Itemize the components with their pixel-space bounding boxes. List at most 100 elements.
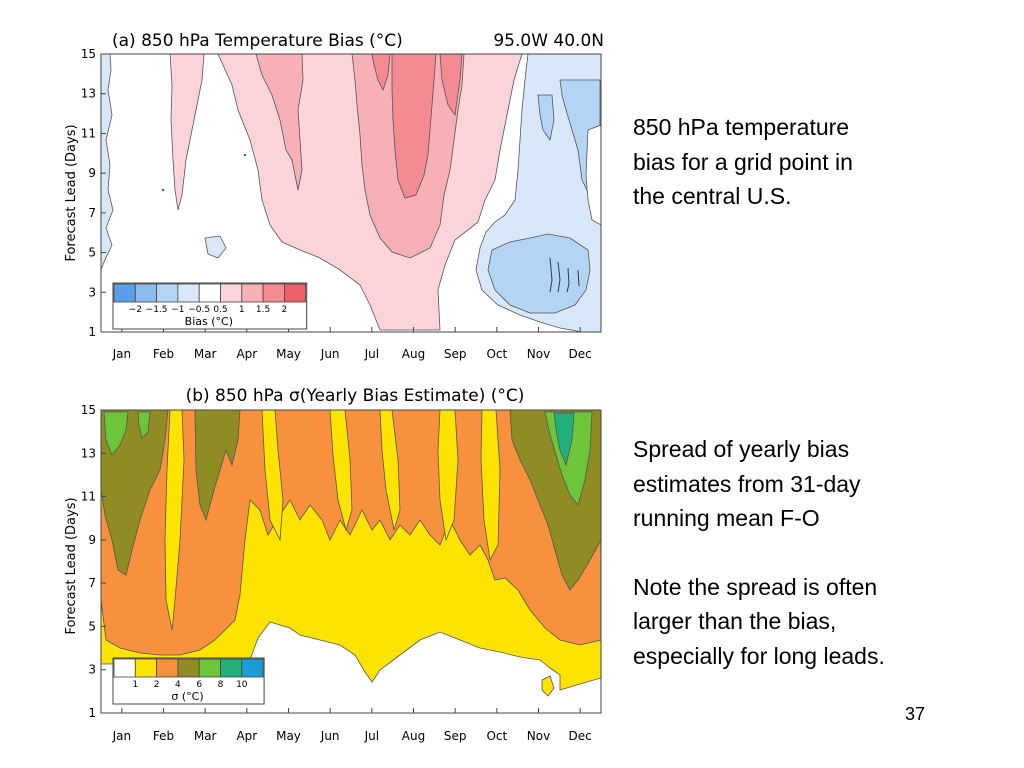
panel-a: (a) 850 hPa Temperature Bias (°C) 95.0W … xyxy=(64,31,604,361)
x-tick-label: Jan xyxy=(112,347,132,361)
legend-label: 4 xyxy=(175,680,181,690)
x-tick-label: Jul xyxy=(364,347,379,361)
y-tick-label: 13 xyxy=(81,87,96,101)
note-spread-description: Spread of yearly bias estimates from 31-… xyxy=(633,432,1013,673)
note-spread-text: Spread of yearly bias estimates from 31-… xyxy=(633,436,861,531)
x-tick-label: May xyxy=(276,347,301,361)
panel-b-frame xyxy=(100,409,602,714)
legend-label: −0.5 xyxy=(188,305,210,315)
x-tick-label: Aug xyxy=(402,347,425,361)
x-tick-label: Feb xyxy=(153,347,174,361)
legend-label: 2 xyxy=(282,305,288,315)
y-tick-label: 3 xyxy=(88,285,96,299)
panel-a-contours xyxy=(100,53,602,333)
y-tick-label: 11 xyxy=(81,126,96,140)
contour-sigma-olive xyxy=(194,409,241,522)
legend-label: 1 xyxy=(132,680,138,690)
panel-a-ylabel: Forecast Lead (Days) xyxy=(64,124,79,261)
contour-neg-1 xyxy=(487,233,591,314)
y-tick-label: 11 xyxy=(81,490,96,504)
x-tick-label: Mar xyxy=(194,729,217,743)
x-tick-label: Jan xyxy=(112,729,132,743)
legend-label: 0.5 xyxy=(213,305,227,315)
x-tick-label: Nov xyxy=(527,729,550,743)
x-tick-label: Jul xyxy=(364,729,379,743)
legend-label: −2 xyxy=(129,305,142,315)
legend-swatch xyxy=(156,658,179,678)
contour-sigma-blob xyxy=(541,675,555,697)
legend-label: 2 xyxy=(154,680,160,690)
panel-b-title: (b) 850 hPa σ(Yearly Bias Estimate) (°C) xyxy=(186,386,525,406)
panel-a-location: 95.0W 40.0N xyxy=(493,31,604,51)
legend-label: −1.5 xyxy=(146,305,168,315)
legend-title: σ (°C) xyxy=(171,690,203,703)
legend-label: −1 xyxy=(171,305,184,315)
legend-swatch xyxy=(134,283,158,303)
y-tick-label: 9 xyxy=(88,533,96,547)
panel-b-ylabel: Forecast Lead (Days) xyxy=(64,497,79,634)
y-tick-label: 15 xyxy=(81,403,96,417)
legend-swatch xyxy=(283,283,307,303)
x-tick-label: Oct xyxy=(486,729,507,743)
legend-swatch xyxy=(241,283,264,303)
legend-swatch xyxy=(113,658,136,678)
note-bias-text: 850 hPa temperature bias for a grid poin… xyxy=(633,114,853,209)
x-tick-label: Dec xyxy=(569,347,592,361)
panel-b-legend: 1 2 4 6 8 10 σ (°C) xyxy=(112,657,265,705)
legend-swatch xyxy=(134,658,158,678)
panel-b-contours xyxy=(100,409,602,697)
x-tick-label: Oct xyxy=(486,347,507,361)
legend-swatch xyxy=(262,283,285,303)
legend-swatch xyxy=(156,283,179,303)
y-tick-label: 15 xyxy=(81,47,96,61)
x-tick-label: Apr xyxy=(236,347,257,361)
legend-swatch xyxy=(220,658,243,678)
page-number: 37 xyxy=(905,704,926,724)
note-gap xyxy=(633,536,1013,570)
contour-sigma-yellow-streak xyxy=(379,409,401,531)
x-tick-label: Dec xyxy=(569,729,592,743)
legend-label: 1 xyxy=(239,305,245,315)
y-tick-label: 3 xyxy=(88,663,96,677)
y-tick-label: 1 xyxy=(88,706,96,720)
x-tick-label: Nov xyxy=(527,347,550,361)
y-tick-label: 9 xyxy=(88,166,96,180)
x-tick-label: Sep xyxy=(444,347,467,361)
legend-label: 8 xyxy=(218,680,224,690)
legend-label: 1.5 xyxy=(256,305,270,315)
legend-label: 6 xyxy=(196,680,202,690)
panel-a-title: (a) 850 hPa Temperature Bias (°C) xyxy=(112,31,403,51)
contour-pos-feb xyxy=(169,53,205,211)
contour-sigma-yellow-streak xyxy=(480,409,501,562)
x-tick-label: May xyxy=(276,729,301,743)
x-tick-label: Jun xyxy=(320,347,340,361)
legend-swatch xyxy=(198,283,221,303)
y-tick-label: 7 xyxy=(88,206,96,220)
legend-swatch xyxy=(241,658,264,678)
x-tick-label: Jun xyxy=(320,729,340,743)
contour-pos-1 xyxy=(255,53,304,191)
contour-neg-jan xyxy=(100,53,114,271)
legend-label: 10 xyxy=(236,680,248,690)
legend-swatch xyxy=(177,283,200,303)
contour-sigma-yellow-streak xyxy=(437,409,459,542)
x-tick-label: Mar xyxy=(194,347,217,361)
legend-swatch xyxy=(198,658,221,678)
legend-swatch xyxy=(220,283,243,303)
y-tick-label: 1 xyxy=(88,325,96,339)
contour-sigma-yellow-streak xyxy=(329,409,353,532)
contour-neg-4 xyxy=(549,257,580,293)
contour-sigma-teal xyxy=(553,412,575,467)
x-tick-label: Feb xyxy=(153,729,174,743)
x-tick-label: Apr xyxy=(236,729,257,743)
note-spread-comparison: Note the spread is often larger than the… xyxy=(633,573,885,669)
y-tick-label: 7 xyxy=(88,576,96,590)
legend-swatch xyxy=(177,658,200,678)
y-tick-label: 5 xyxy=(88,246,96,260)
contour-speck xyxy=(161,188,165,192)
panel-a-legend: −2 −1.5 −1 −0.5 0.5 1 1.5 2 Bias (°C) xyxy=(112,282,308,330)
contour-neg-5 xyxy=(204,235,227,259)
contour-sigma-yellow-streak xyxy=(261,409,284,542)
note-bias-description: 850 hPa temperature bias for a grid poin… xyxy=(633,110,1013,214)
